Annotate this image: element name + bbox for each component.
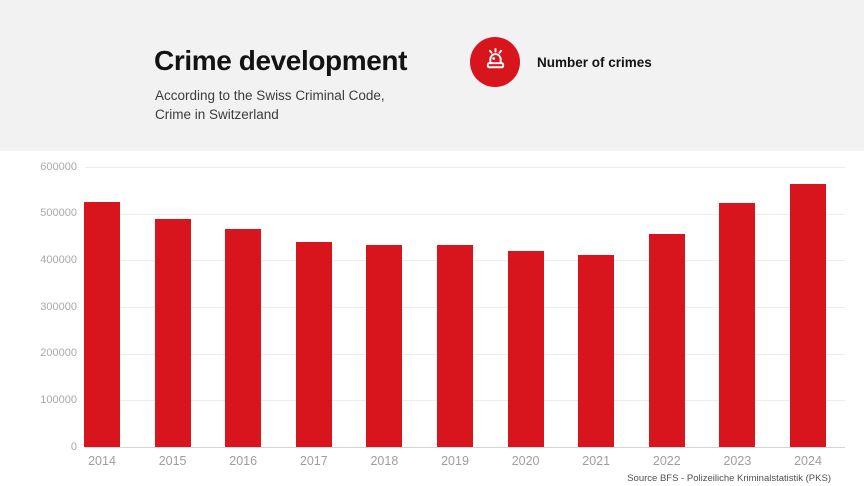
bar-2014 [84, 201, 120, 447]
y-tick-label: 600000 [40, 160, 77, 173]
bar-2019 [437, 244, 473, 447]
x-tick-label: 2018 [370, 454, 399, 468]
y-tick-label: 400000 [40, 253, 77, 266]
x-tick-label: 2020 [511, 454, 540, 468]
bar-2016 [225, 229, 262, 447]
bar-2023 [719, 203, 756, 447]
x-tick-label: 2024 [794, 454, 822, 468]
bar-2022 [648, 233, 685, 447]
siren-icon [482, 46, 509, 78]
x-tick-label: 2015 [158, 454, 187, 468]
subtitle-line-1: According to the Swiss Criminal Code, [155, 88, 385, 103]
source-attribution: Source BFS - Polizeiliche Kriminalstatis… [627, 473, 831, 484]
gridline [85, 167, 845, 168]
gridline [85, 213, 845, 215]
bar-chart: 0 100000 200000 300000 400000 500000 600000 201… [0, 151, 864, 486]
legend: Number of crimes [470, 37, 652, 87]
bar-2017 [295, 242, 332, 447]
x-tick-label: 2023 [723, 454, 752, 468]
y-tick-label: 200000 [40, 347, 77, 360]
bar-2024 [790, 183, 826, 447]
y-tick-label: 300000 [40, 300, 77, 313]
legend-label: Number of crimes [537, 54, 652, 70]
page-title: Crime development [154, 45, 408, 76]
bar-2018 [366, 245, 403, 447]
y-tick-label: 500000 [40, 207, 77, 220]
bar-2015 [154, 219, 191, 447]
header-band: Crime development According to the Swiss… [0, 0, 864, 151]
y-tick-label: 100000 [40, 393, 77, 406]
legend-badge [470, 37, 520, 87]
x-tick-label: 2016 [229, 454, 258, 468]
x-tick-label: 2021 [582, 454, 611, 468]
subtitle-line-2: Crime in Switzerland [155, 107, 279, 122]
x-tick-label: 2014 [88, 454, 116, 468]
bar-2021 [578, 254, 615, 447]
page-subtitle: According to the Swiss Criminal Code, Cr… [155, 86, 385, 124]
x-tick-label: 2017 [299, 454, 328, 468]
y-tick-label: 0 [70, 440, 77, 453]
x-tick-label: 2022 [652, 454, 681, 468]
x-axis-baseline [85, 447, 845, 448]
x-tick-label: 2019 [441, 454, 469, 468]
bar-2020 [507, 250, 544, 447]
plot-area: 0 100000 200000 300000 400000 500000 600000 201… [0, 151, 864, 486]
